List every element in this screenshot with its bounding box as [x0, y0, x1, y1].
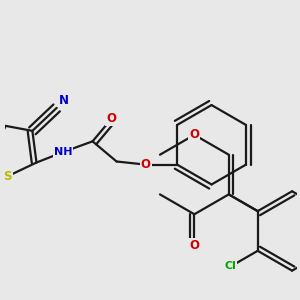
Text: O: O — [106, 112, 116, 125]
Text: NH: NH — [54, 147, 72, 157]
Text: O: O — [189, 239, 200, 252]
Text: O: O — [189, 128, 200, 141]
Text: Cl: Cl — [225, 262, 236, 272]
Text: O: O — [141, 158, 151, 171]
Text: S: S — [3, 170, 12, 183]
Text: N: N — [59, 94, 69, 107]
